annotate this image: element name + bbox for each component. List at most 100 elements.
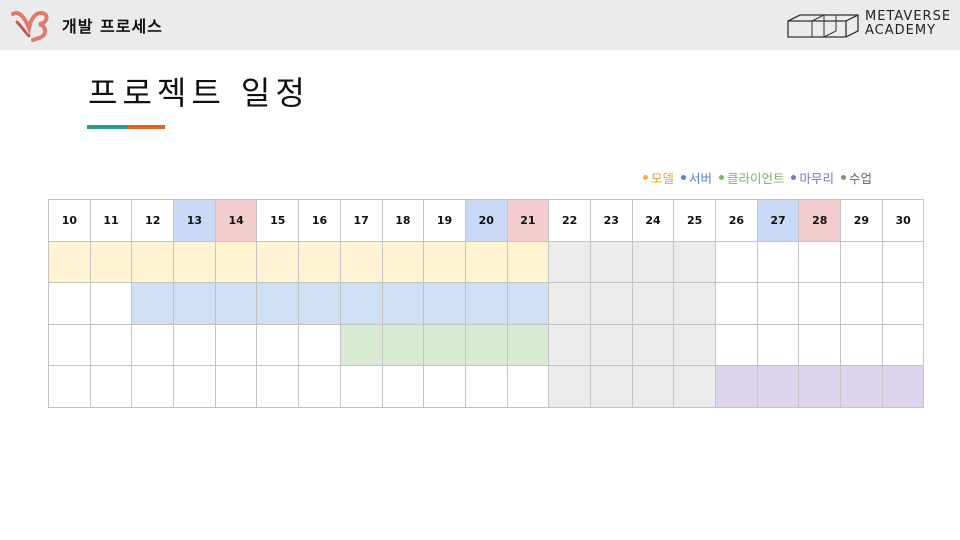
schedule-cell-client xyxy=(506,323,550,366)
schedule-cell-empty xyxy=(48,323,91,366)
schedule-cell-model xyxy=(256,240,300,283)
top-bar: 개발 프로세스 METAVERSE ACADEMY xyxy=(0,0,960,50)
schedule-cell-wrapup xyxy=(715,365,758,408)
schedule-cell-empty xyxy=(89,323,133,366)
schedule-cell-server xyxy=(464,282,508,325)
schedule-cell-empty xyxy=(715,323,758,366)
schedule-cell-server xyxy=(506,282,550,325)
schedule-cell-empty xyxy=(214,365,258,408)
schedule-cell-empty xyxy=(381,365,425,408)
schedule-cell-class xyxy=(631,240,675,283)
schedule-cell-client xyxy=(381,323,425,366)
schedule-cell-model xyxy=(506,240,550,283)
schedule-cell-wrapup xyxy=(798,365,842,408)
schedule-cell-empty xyxy=(798,323,842,366)
date-cell: 17 xyxy=(339,199,383,242)
legend-dot-icon xyxy=(840,175,846,180)
schedule-cell-empty xyxy=(339,365,383,408)
underline-segment-teal xyxy=(87,125,127,129)
legend-label: 수업 xyxy=(848,171,872,186)
schedule-cell-empty xyxy=(756,282,800,325)
schedule-cell-class xyxy=(548,282,591,325)
schedule-cell-class xyxy=(673,365,716,408)
date-cell: 18 xyxy=(381,199,425,242)
date-cell: 15 xyxy=(256,199,300,242)
schedule-cell-server xyxy=(423,282,466,325)
schedule-cell-empty xyxy=(464,365,508,408)
legend-label: 서버 xyxy=(688,171,712,186)
schedule-cell-empty xyxy=(506,365,550,408)
schedule-cell-class xyxy=(548,323,591,366)
schedule-cell-server xyxy=(214,282,258,325)
schedule-cell-server xyxy=(298,282,341,325)
date-cell: 13 xyxy=(173,199,216,242)
legend-dot-icon xyxy=(718,175,724,180)
schedule-cell-empty xyxy=(48,282,91,325)
schedule-cell-model xyxy=(89,240,133,283)
schedule-cell-model xyxy=(48,240,91,283)
schedule-cell-wrapup xyxy=(756,365,800,408)
legend-label: 마무리 xyxy=(799,171,834,186)
date-cell: 11 xyxy=(89,199,133,242)
schedule-cell-empty xyxy=(881,240,925,283)
schedule-cell-empty xyxy=(756,240,800,283)
schedule-cell-wrapup xyxy=(840,365,883,408)
date-cell: 14 xyxy=(214,199,258,242)
schedule-cell-empty xyxy=(715,240,758,283)
schedule-cell-empty xyxy=(840,323,883,366)
schedule-cell-server xyxy=(256,282,300,325)
schedule-cell-model xyxy=(131,240,175,283)
schedule-row-wrapup xyxy=(48,365,925,408)
schedule-cell-class xyxy=(589,282,633,325)
schedule-cell-empty xyxy=(298,365,341,408)
date-cell: 30 xyxy=(881,199,925,242)
schedule-row-model xyxy=(48,240,925,283)
schedule-cell-server xyxy=(339,282,383,325)
schedule-cell-class xyxy=(631,323,675,366)
schedule-cell-class xyxy=(589,323,633,366)
date-cell: 26 xyxy=(715,199,758,242)
schedule-cell-client xyxy=(464,323,508,366)
brand-logo: METAVERSE ACADEMY xyxy=(786,9,956,41)
schedule-cell-empty xyxy=(840,282,883,325)
schedule-cell-server xyxy=(173,282,216,325)
schedule-cell-class xyxy=(673,240,716,283)
schedule-cell-empty xyxy=(423,365,466,408)
date-cell: 19 xyxy=(423,199,466,242)
schedule-cell-model xyxy=(339,240,383,283)
schedule-cell-class xyxy=(673,323,716,366)
schedule-row-server xyxy=(48,282,925,325)
schedule-cell-empty xyxy=(214,323,258,366)
title-underline xyxy=(87,125,165,129)
date-cell: 24 xyxy=(631,199,675,242)
schedule-cell-class xyxy=(589,240,633,283)
metaverse-cube-icon xyxy=(787,14,859,38)
legend-item: 서버 xyxy=(680,168,712,187)
schedule-cell-model xyxy=(173,240,216,283)
schedule-cell-empty xyxy=(173,365,216,408)
schedule-cell-empty xyxy=(840,240,883,283)
date-cell: 12 xyxy=(131,199,175,242)
brand-line-1: METAVERSE xyxy=(865,9,952,24)
date-cell: 28 xyxy=(798,199,842,242)
legend-label: 클라이언트 xyxy=(726,171,785,186)
schedule-cell-empty xyxy=(256,323,300,366)
underline-segment-orange xyxy=(127,125,165,129)
date-cell: 22 xyxy=(548,199,591,242)
schedule-cell-empty xyxy=(715,282,758,325)
schedule-cell-wrapup xyxy=(881,365,925,408)
legend-item: 수업 xyxy=(840,168,872,187)
schedule-cell-model xyxy=(214,240,258,283)
schedule-cell-model xyxy=(464,240,508,283)
section-title: 개발 프로세스 xyxy=(62,17,163,36)
schedule-cell-empty xyxy=(881,323,925,366)
schedule-cell-empty xyxy=(298,323,341,366)
date-cell: 20 xyxy=(464,199,508,242)
schedule-cell-empty xyxy=(881,282,925,325)
date-cell: 10 xyxy=(48,199,91,242)
schedule-cell-model xyxy=(298,240,341,283)
schedule-cell-class xyxy=(589,365,633,408)
schedule-cell-empty xyxy=(173,323,216,366)
schedule-cell-server xyxy=(381,282,425,325)
schedule-cell-empty xyxy=(48,365,91,408)
